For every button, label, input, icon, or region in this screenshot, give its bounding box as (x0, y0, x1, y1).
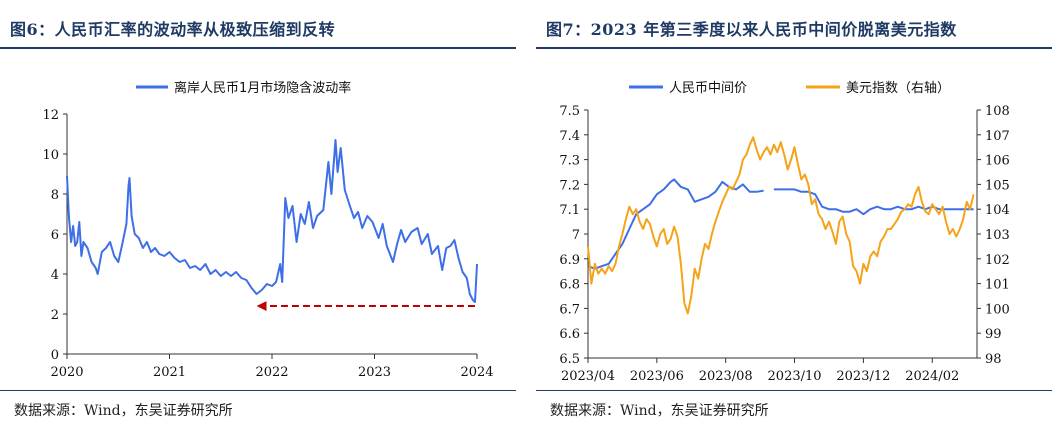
legend-label-volatility: 离岸人民币1月市场隐含波动率 (174, 80, 351, 96)
y-right-tick-label: 106 (985, 154, 1010, 169)
x-tick-label: 2023/12 (836, 369, 890, 384)
y-left-tick-label: 7 (572, 228, 580, 243)
y-left-tick-label: 7.5 (559, 104, 580, 119)
y-left-tick-label: 7.4 (559, 129, 580, 144)
x-tick-label: 2023 (358, 365, 391, 380)
y-left-tick-label: 7.1 (559, 203, 580, 218)
y-right-tick-label: 105 (985, 178, 1010, 193)
chart-title-volatility: 图6：人民币汇率的波动率从极致压缩到反转 (10, 20, 336, 39)
y-tick-label: 6 (51, 228, 59, 243)
title-rule (0, 47, 516, 49)
y-right-tick-label: 99 (985, 327, 1002, 342)
x-tick-label: 2023/06 (630, 369, 684, 384)
chart-panel-fixing-vs-dxy: 图7：2023 年第三季度以来人民币中间价脱离美元指数 6.5 6.6 6.7 6.8… (536, 0, 1052, 443)
chart-volatility: 0 2 4 6 8 10 12 2020 2021 2022 2023 2024 离岸人民币1月市场隐含… (42, 80, 493, 380)
y-left-tick-label: 6.5 (559, 352, 580, 367)
y-tick-label: 12 (42, 108, 59, 123)
title-rule (536, 47, 1052, 49)
x-tick-label: 2020 (50, 365, 83, 380)
y-left-tick-label: 7.3 (559, 154, 580, 169)
y-left-tick-label: 6.8 (559, 278, 580, 293)
x-tick-label: 2022 (255, 365, 288, 380)
series-line-dollar-index (587, 136, 975, 315)
y-right-tick-label: 101 (985, 278, 1010, 293)
y-tick-label: 2 (51, 308, 59, 323)
footer-rule (0, 390, 516, 391)
y-right-tick-label: 103 (985, 228, 1010, 243)
y-right-tick-label: 98 (985, 352, 1002, 367)
y-tick-label: 8 (51, 188, 59, 203)
x-tick-label: 2024/02 (905, 369, 959, 384)
y-right-tick-label: 100 (985, 302, 1010, 317)
x-tick-label: 2024 (460, 365, 493, 380)
chart-fixing-vs-dxy: 6.5 6.6 6.7 6.8 6.9 7 7.1 7.2 7.3 7.4 7.5 98 99 100 10… (559, 81, 1010, 384)
y-right-tick-label: 104 (985, 203, 1010, 218)
series-line-volatility (66, 139, 478, 303)
legend-label-dollar-index: 美元指数（右轴） (846, 81, 950, 96)
x-tick-label: 2023/10 (768, 369, 822, 384)
y-right-tick-label: 107 (985, 129, 1010, 144)
legend-label-cny-fixing: 人民币中间价 (669, 81, 747, 96)
source-note: 数据来源：Wind，东吴证券研究所 (14, 403, 233, 419)
y-left-tick-label: 6.6 (559, 327, 580, 342)
chart-panel-volatility: 图6：人民币汇率的波动率从极致压缩到反转 0 2 4 6 8 10 12 2020 2021 20… (0, 0, 516, 443)
y-right-tick-label: 108 (985, 104, 1010, 119)
y-left-tick-label: 6.7 (559, 302, 580, 317)
y-left-tick-label: 7.2 (559, 178, 580, 193)
y-tick-label: 10 (42, 148, 59, 163)
chart-title-fixing-vs-dxy: 图7：2023 年第三季度以来人民币中间价脱离美元指数 (546, 20, 957, 39)
y-right-tick-label: 102 (985, 253, 1010, 268)
x-tick-label: 2023/08 (699, 369, 753, 384)
y-tick-label: 4 (51, 268, 59, 283)
footer-rule (536, 390, 1052, 391)
y-tick-label: 0 (51, 348, 59, 363)
x-tick-label: 2023/04 (561, 369, 615, 384)
source-note: 数据来源：Wind，东吴证券研究所 (550, 403, 769, 419)
y-left-tick-label: 6.9 (559, 253, 580, 268)
x-tick-label: 2021 (153, 365, 186, 380)
